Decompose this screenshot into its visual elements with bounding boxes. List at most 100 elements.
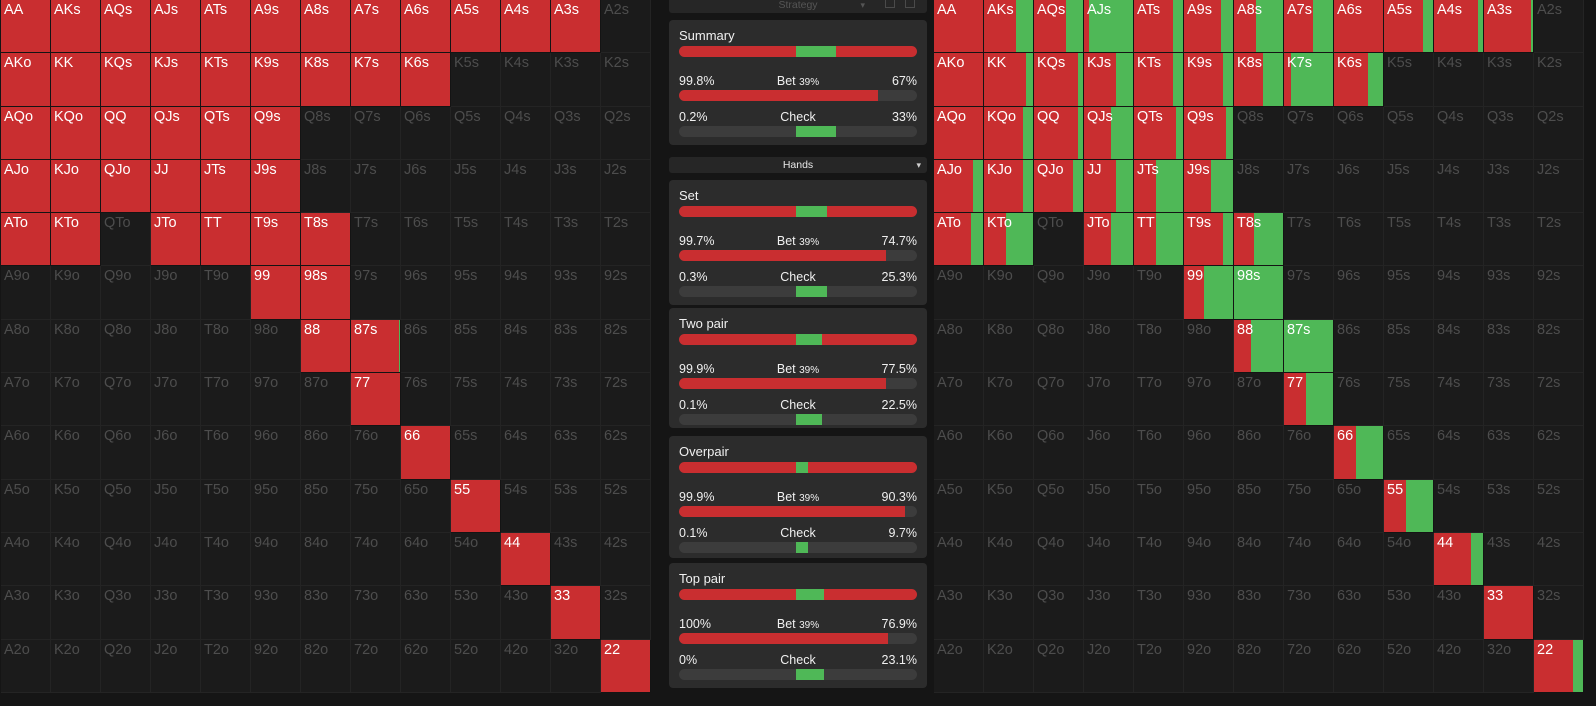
hand-cell-JJ[interactable]: JJ — [151, 159, 201, 214]
hand-cell-K4o[interactable]: K4o — [51, 532, 101, 587]
hand-cell-76o[interactable]: 76o — [1284, 426, 1334, 480]
hand-cell-Q7s[interactable]: Q7s — [351, 106, 401, 160]
hand-cell-98s[interactable]: 98s — [301, 266, 351, 320]
hand-cell-J5o[interactable]: J5o — [1084, 479, 1134, 533]
hand-cell-86s[interactable]: 86s — [401, 319, 451, 374]
hand-cell-A3s[interactable]: A3s — [1484, 0, 1534, 54]
check-row[interactable]: 0.3% Check 25.3% — [679, 270, 917, 285]
hand-cell-ATs[interactable]: ATs — [201, 0, 251, 54]
hand-cell-A5o[interactable]: A5o — [934, 479, 984, 533]
hand-cell-QJs[interactable]: QJs — [151, 106, 201, 160]
hand-cell-92s[interactable]: 92s — [1534, 266, 1584, 320]
hand-cell-K6s[interactable]: K6s — [401, 53, 451, 107]
hand-cell-TT[interactable]: TT — [201, 213, 251, 267]
hand-cell-92s[interactable]: 92s — [601, 266, 651, 320]
hand-cell-A4o[interactable]: A4o — [1, 532, 51, 587]
hand-cell-64o[interactable]: 64o — [1334, 532, 1384, 587]
hand-cell-ATs[interactable]: ATs — [1134, 0, 1184, 54]
hand-cell-83s[interactable]: 83s — [1484, 319, 1534, 374]
hand-cell-T9s[interactable]: T9s — [251, 213, 301, 267]
hand-cell-J7o[interactable]: J7o — [1084, 373, 1134, 427]
hand-cell-Q2s[interactable]: Q2s — [1534, 106, 1584, 160]
hand-cell-A5s[interactable]: A5s — [451, 0, 501, 54]
hand-cell-K2s[interactable]: K2s — [601, 53, 651, 107]
hand-cell-A2s[interactable]: A2s — [1534, 0, 1584, 54]
hand-cell-T3o[interactable]: T3o — [1134, 586, 1184, 640]
hand-cell-QJs[interactable]: QJs — [1084, 106, 1134, 160]
hand-cell-JTs[interactable]: JTs — [1134, 159, 1184, 214]
hand-cell-Q6o[interactable]: Q6o — [101, 426, 151, 480]
hand-cell-62o[interactable]: 62o — [401, 639, 451, 693]
hand-cell-98s[interactable]: 98s — [1234, 266, 1284, 320]
hand-cell-32s[interactable]: 32s — [601, 586, 651, 640]
hand-cell-65s[interactable]: 65s — [451, 426, 501, 480]
hand-cell-T7o[interactable]: T7o — [201, 373, 251, 427]
hand-cell-94s[interactable]: 94s — [501, 266, 551, 320]
hand-cell-JTo[interactable]: JTo — [1084, 213, 1134, 267]
hand-cell-T9o[interactable]: T9o — [201, 266, 251, 320]
hand-cell-A7s[interactable]: A7s — [1284, 0, 1334, 54]
hand-cell-K3s[interactable]: K3s — [1484, 53, 1534, 107]
hand-cell-KK[interactable]: KK — [51, 53, 101, 107]
hand-cell-42o[interactable]: 42o — [1434, 639, 1484, 693]
hand-cell-83s[interactable]: 83s — [551, 319, 601, 374]
hand-cell-75s[interactable]: 75s — [1384, 373, 1434, 427]
hand-cell-Q5s[interactable]: Q5s — [1384, 106, 1434, 160]
hand-cell-A4s[interactable]: A4s — [501, 0, 551, 54]
hand-cell-T7o[interactable]: T7o — [1134, 373, 1184, 427]
hand-cell-J3s[interactable]: J3s — [1484, 159, 1534, 214]
hand-cell-54s[interactable]: 54s — [1434, 479, 1484, 533]
hand-cell-AA[interactable]: AA — [1, 0, 51, 54]
hand-cell-Q4s[interactable]: Q4s — [501, 106, 551, 160]
hand-cell-Q6s[interactable]: Q6s — [1334, 106, 1384, 160]
hand-cell-95o[interactable]: 95o — [1184, 479, 1234, 533]
hand-cell-65s[interactable]: 65s — [1384, 426, 1434, 480]
hand-cell-K8s[interactable]: K8s — [301, 53, 351, 107]
hand-cell-K3o[interactable]: K3o — [51, 586, 101, 640]
hand-cell-33[interactable]: 33 — [551, 586, 601, 640]
hand-cell-J9s[interactable]: J9s — [251, 159, 301, 214]
hand-cell-75o[interactable]: 75o — [351, 479, 401, 533]
hand-cell-K5s[interactable]: K5s — [1384, 53, 1434, 107]
hand-cell-93o[interactable]: 93o — [1184, 586, 1234, 640]
hand-cell-Q9s[interactable]: Q9s — [251, 106, 301, 160]
check-row[interactable]: 0% Check 23.1% — [679, 653, 917, 668]
hand-cell-K7s[interactable]: K7s — [1284, 53, 1334, 107]
hand-cell-72o[interactable]: 72o — [351, 639, 401, 693]
hand-cell-63o[interactable]: 63o — [1334, 586, 1384, 640]
hand-cell-87o[interactable]: 87o — [1234, 373, 1284, 427]
hand-cell-53o[interactable]: 53o — [1384, 586, 1434, 640]
hand-cell-Q2s[interactable]: Q2s — [601, 106, 651, 160]
hand-cell-A9s[interactable]: A9s — [1184, 0, 1234, 54]
hand-cell-K7o[interactable]: K7o — [51, 373, 101, 427]
hand-cell-A7o[interactable]: A7o — [1, 373, 51, 427]
hand-cell-65o[interactable]: 65o — [1334, 479, 1384, 533]
hand-cell-Q9o[interactable]: Q9o — [1034, 266, 1084, 320]
hand-cell-99[interactable]: 99 — [251, 266, 301, 320]
hand-cell-T5o[interactable]: T5o — [1134, 479, 1184, 533]
hand-cell-AA[interactable]: AA — [934, 0, 984, 54]
hand-cell-K9s[interactable]: K9s — [1184, 53, 1234, 107]
hand-cell-K4s[interactable]: K4s — [1434, 53, 1484, 107]
hand-cell-Q4o[interactable]: Q4o — [101, 532, 151, 587]
hand-cell-86s[interactable]: 86s — [1334, 319, 1384, 374]
hand-cell-AJo[interactable]: AJo — [1, 159, 51, 214]
hand-cell-T9s[interactable]: T9s — [1184, 213, 1234, 267]
hand-cell-T8s[interactable]: T8s — [1234, 213, 1284, 267]
hand-cell-JTs[interactable]: JTs — [201, 159, 251, 214]
hand-cell-T2s[interactable]: T2s — [1534, 213, 1584, 267]
hand-cell-JJ[interactable]: JJ — [1084, 159, 1134, 214]
hand-cell-K9s[interactable]: K9s — [251, 53, 301, 107]
bet-row[interactable]: 100% Bet 39% 76.9% — [679, 617, 917, 632]
hand-cell-A7o[interactable]: A7o — [934, 373, 984, 427]
hand-cell-KQo[interactable]: KQo — [51, 106, 101, 160]
hand-cell-64s[interactable]: 64s — [501, 426, 551, 480]
hand-cell-88[interactable]: 88 — [1234, 319, 1284, 374]
hand-cell-J7s[interactable]: J7s — [1284, 159, 1334, 214]
hand-cell-82o[interactable]: 82o — [1234, 639, 1284, 693]
hand-cell-44[interactable]: 44 — [501, 532, 551, 587]
hand-cell-Q9o[interactable]: Q9o — [101, 266, 151, 320]
hand-cell-43o[interactable]: 43o — [501, 586, 551, 640]
hand-cell-64o[interactable]: 64o — [401, 532, 451, 587]
hand-cell-55[interactable]: 55 — [451, 479, 501, 533]
